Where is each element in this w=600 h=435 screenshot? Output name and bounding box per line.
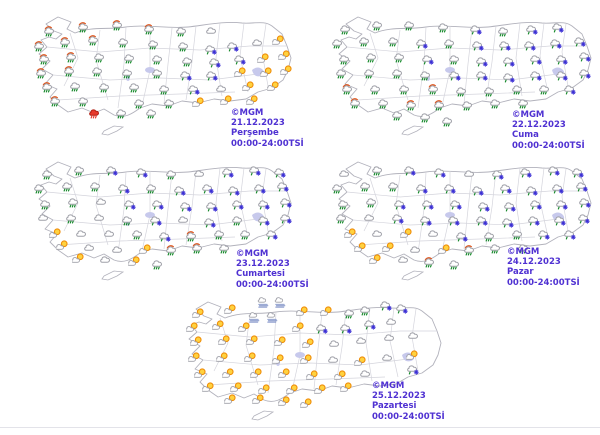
map-date: 23.12.2023 — [236, 259, 290, 270]
map-credit: ©MGM — [507, 247, 540, 257]
map-label: ©MGM 25.12.2023 Pazartesi 00:00-24:00TSİ — [372, 381, 445, 422]
lake-egirdir — [426, 220, 430, 226]
map-hours: 00:00-24:00TSİ — [372, 411, 445, 422]
forecast-map-day2: ©MGM 22.12.2023 Cuma 00:00-24:00TSİ — [300, 0, 600, 151]
lake-egirdir — [126, 220, 130, 226]
map-date: 22.12.2023 — [512, 120, 566, 131]
forecast-map-day3: ©MGM 23.12.2023 Cumartesi 00:00-24:00TSİ — [0, 145, 309, 290]
map-label: ©MGM 21.12.2023 Perşembe 00:00-24:00TSİ — [231, 108, 304, 149]
map-day: Perşembe — [231, 128, 279, 139]
map-day: Cumartesi — [236, 269, 285, 280]
forecast-map-day4: ©MGM 24.12.2023 Pazar 00:00-24:00TSİ — [300, 145, 600, 290]
cyprus-outline — [401, 125, 425, 136]
lake-egirdir — [426, 75, 430, 81]
lake-tuz — [295, 352, 305, 358]
cyprus-outline — [251, 410, 275, 421]
map-hours: 00:00-24:00TSİ — [512, 140, 585, 151]
map-hours: 00:00-24:00TSİ — [231, 138, 304, 149]
lake-egirdir — [276, 360, 280, 366]
lake-tuz — [145, 212, 155, 218]
map-date: 25.12.2023 — [372, 391, 426, 402]
map-credit: ©MGM — [236, 249, 269, 259]
map-day: Pazar — [507, 267, 534, 278]
forecast-map-day5: ©MGM 25.12.2023 Pazartesi 00:00-24:00TSİ — [150, 285, 450, 430]
cyprus-outline — [101, 270, 125, 281]
cyprus-outline — [101, 125, 125, 136]
map-label: ©MGM 24.12.2023 Pazar 00:00-24:00TSİ — [507, 247, 580, 288]
forecast-map-day1: ©MGM 21.12.2023 Perşembe 00:00-24:00TSİ — [0, 0, 304, 149]
lake-tuz — [445, 67, 455, 73]
map-credit: ©MGM — [231, 108, 264, 118]
map-label: ©MGM 23.12.2023 Cumartesi 00:00-24:00TSİ — [236, 249, 309, 290]
bottom-divider-line — [0, 427, 600, 428]
lake-tuz — [145, 67, 155, 73]
cyprus-outline — [401, 270, 425, 281]
map-credit: ©MGM — [512, 110, 545, 120]
map-day: Cuma — [512, 130, 539, 141]
map-credit: ©MGM — [372, 381, 405, 391]
map-date: 21.12.2023 — [231, 118, 285, 129]
lake-egirdir — [126, 75, 130, 81]
map-label: ©MGM 22.12.2023 Cuma 00:00-24:00TSİ — [512, 110, 585, 151]
map-date: 24.12.2023 — [507, 257, 561, 268]
map-hours: 00:00-24:00TSİ — [236, 279, 309, 290]
map-hours: 00:00-24:00TSİ — [507, 277, 580, 288]
map-day: Pazartesi — [372, 401, 417, 412]
lake-tuz — [445, 212, 455, 218]
